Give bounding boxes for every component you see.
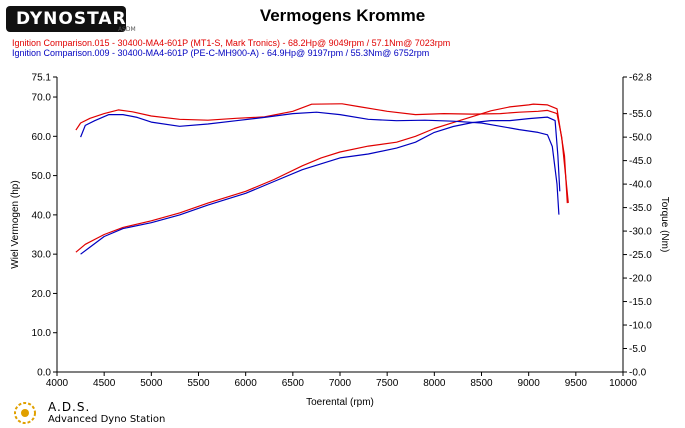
x-tick-label: 10000 (609, 378, 637, 389)
y2-tick-label: -30.0 (629, 227, 652, 238)
y-tick-label: 0.0 (37, 368, 51, 379)
x-tick-label: 4500 (93, 378, 116, 389)
x-tick-label: 5500 (187, 378, 210, 389)
y2-tick-label: -0.0 (629, 368, 647, 379)
x-tick-label: 5000 (140, 378, 163, 389)
y-tick-label: 30.0 (32, 250, 52, 261)
x-tick-label: 6000 (235, 378, 258, 389)
series-line-1 (75, 103, 569, 203)
x-tick-label: 9000 (518, 378, 541, 389)
ads-logo-icon (14, 402, 36, 424)
chart-title: Vermogens Kromme (259, 6, 426, 25)
y-axis-label: Wiel Vermogen (hp) (10, 180, 21, 268)
y-tick-label: 75.1 (32, 73, 52, 84)
x-tick-label: 4000 (46, 378, 69, 389)
logo-tag: ASDM (118, 26, 136, 33)
y2-tick-label: -50.0 (629, 133, 652, 144)
logo-text: DYNOSTAR (16, 9, 127, 29)
y-tick-label: 40.0 (32, 210, 52, 221)
y2-tick-label: -40.0 (629, 180, 652, 191)
x-tick-label: 6500 (282, 378, 305, 389)
y-tick-label: 20.0 (32, 289, 52, 300)
ads-subtitle: Advanced Dyno Station (48, 414, 166, 425)
x-tick-label: 8500 (470, 378, 493, 389)
y2-tick-label: -25.0 (629, 250, 652, 261)
x-tick-label: 8000 (423, 378, 446, 389)
y2-tick-label: -5.0 (629, 344, 647, 355)
legend-entry-009: Ignition Comparison.009 - 30400-MA4-601P… (12, 48, 430, 58)
y2-tick-label: -62.8 (629, 73, 652, 84)
x-axis-label: Toerental (rpm) (306, 397, 374, 408)
y2-axis-label: Torque (Nm) (659, 197, 670, 253)
series-line-0 (75, 103, 568, 253)
y2-tick-label: -55.0 (629, 109, 652, 120)
y2-tick-label: -45.0 (629, 156, 652, 167)
y-tick-label: 60.0 (32, 132, 52, 143)
y2-tick-label: -10.0 (629, 321, 652, 332)
y2-tick-label: -20.0 (629, 274, 652, 285)
series-line-2 (80, 116, 561, 255)
x-tick-label: 7000 (329, 378, 352, 389)
y-tick-label: 70.0 (32, 93, 52, 104)
x-tick-label: 9500 (565, 378, 588, 389)
y-tick-label: 50.0 (32, 171, 52, 182)
series-line-3 (80, 111, 560, 215)
y-tick-label: 10.0 (32, 328, 52, 339)
ads-name: A.D.S. (48, 400, 91, 414)
y2-tick-label: -15.0 (629, 297, 652, 308)
legend-entry-015: Ignition Comparison.015 - 30400-MA4-601P… (12, 38, 451, 48)
dynostar-logo: DYNOSTAR (6, 6, 126, 32)
x-tick-label: 7500 (376, 378, 399, 389)
y2-tick-label: -35.0 (629, 203, 652, 214)
